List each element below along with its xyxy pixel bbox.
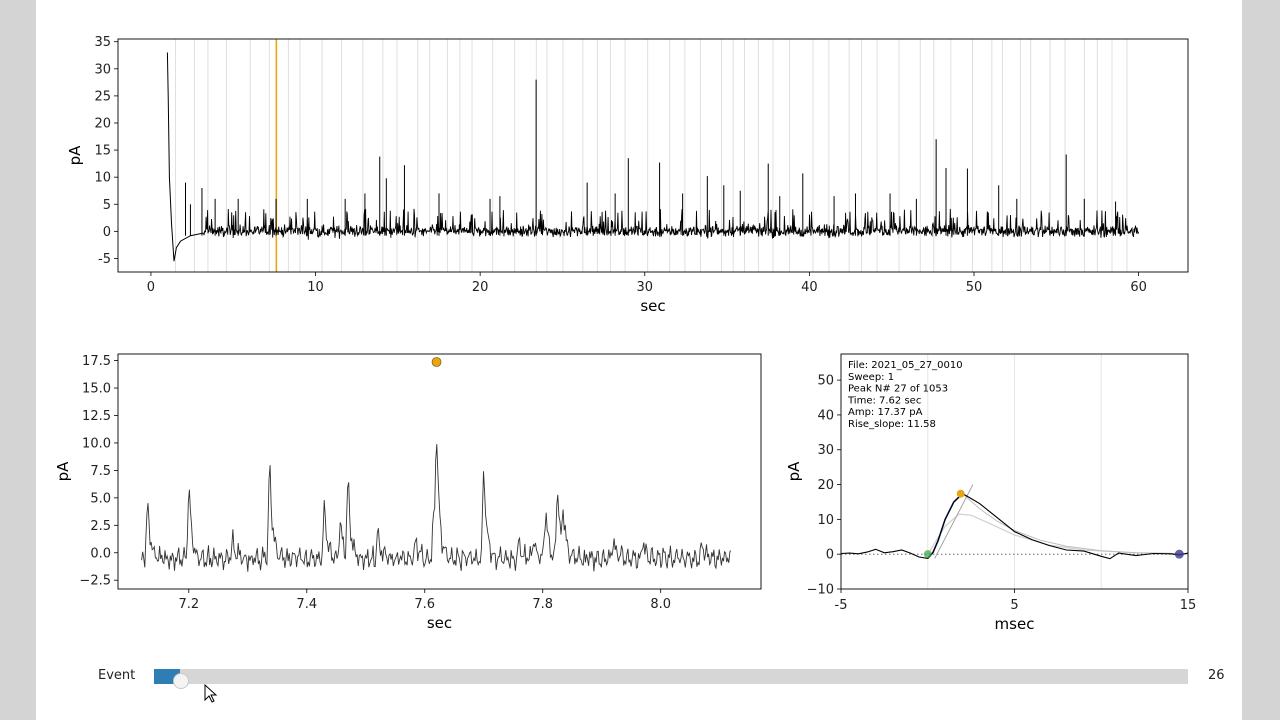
overview-y-tick-label: 10 (94, 171, 111, 186)
overview-y-tick-label: -5 (98, 252, 111, 267)
event-slider-value: 26 (1208, 668, 1225, 683)
event-x-tick-label: 5 (1010, 598, 1018, 613)
event-slider-label: Event (98, 668, 136, 683)
overview-x-axis-label: sec (640, 297, 665, 315)
zoom-x-axis-label: sec (427, 614, 452, 632)
zoom-x-tick-label: 7.4 (296, 597, 317, 612)
event-slider-track[interactable] (154, 669, 1188, 689)
event-y-axis-label: pA (785, 461, 803, 482)
zoom-x-tick-label: 7.2 (178, 597, 199, 612)
zoom-y-tick-label: 15.0 (82, 382, 111, 397)
event-info-file: File: 2021_05_27_0010 (848, 360, 963, 371)
event-y-tick-label: 0 (826, 548, 834, 563)
event-y-tick-label: 20 (817, 478, 834, 493)
overview-y-tick-label: 15 (94, 144, 111, 159)
event-end-marker (1174, 549, 1184, 559)
zoom-frame (117, 353, 762, 590)
event-frame (840, 353, 1189, 590)
event-info-peak: Peak N# 27 of 1053 (848, 384, 948, 395)
mouse-pointer-icon (204, 684, 218, 703)
overview-y-tick-label: 35 (94, 35, 111, 50)
zoom-trace (141, 444, 732, 572)
event-info-sweep: Sweep: 1 (848, 372, 894, 383)
overview-artifact-trace (166, 52, 204, 262)
overview-y-tick-label: 0 (103, 225, 111, 240)
event-y-tick-label: −10 (807, 583, 834, 598)
overview-axes: 0 10 20 30 40 50 60 -5 0 5 10 15 20 25 30 35 sec pA (66, 35, 1189, 315)
event-y-tick-label: 50 (817, 374, 834, 389)
event-x-tick-label: -5 (835, 598, 848, 613)
event-x-axis-label: msec (995, 615, 1035, 633)
zoom-x-tick-label: 7.6 (414, 597, 435, 612)
overview-x-tick-label: 0 (147, 280, 155, 295)
zoom-y-axis-label: pA (54, 461, 72, 482)
event-y-tick-label: 40 (817, 408, 834, 423)
zoom-selected-peak-marker (431, 357, 442, 367)
zoom-y-tick-label: 12.5 (82, 409, 111, 424)
zoom-y-tick-label: 0.0 (90, 546, 111, 561)
zoom-x-tick-label: 7.8 (532, 597, 553, 612)
zoom-y-tick-label: 2.5 (90, 519, 111, 534)
overview-y-tick-label: 5 (103, 198, 111, 213)
overview-x-tick-label: 50 (966, 280, 983, 295)
zoom-x-tick-label: 8.0 (650, 597, 671, 612)
zoom-y-tick-label: −2.5 (79, 574, 111, 589)
event-info-rise: Rise_slope: 11.58 (848, 419, 936, 430)
event-x-tick-label: 15 (1180, 598, 1197, 613)
overview-x-tick-label: 10 (307, 280, 324, 295)
overview-x-tick-label: 20 (472, 280, 489, 295)
event-y-tick-label: 10 (817, 513, 834, 528)
event-slider-row: Event 26 (36, 660, 1242, 703)
zoom-y-tick-label: 10.0 (82, 436, 111, 451)
overview-y-tick-label: 20 (94, 116, 111, 131)
event-y-tick-label: 30 (817, 443, 834, 458)
overview-y-axis-label: pA (66, 145, 84, 166)
event-decay-curve (962, 493, 1188, 555)
overview-frame (117, 38, 1189, 273)
zoom-y-tick-label: 5.0 (90, 491, 111, 506)
overview-y-tick-label: 25 (94, 89, 111, 104)
figure-canvas: 0 10 20 30 40 50 60 -5 0 5 10 15 20 25 30 35 sec pA 7.2 7.4… (36, 0, 1242, 720)
event-info-amp: Amp: 17.37 pA (848, 407, 923, 418)
overview-x-tick-label: 30 (636, 280, 653, 295)
zoom-y-tick-label: 17.5 (82, 354, 111, 369)
event-rise-slope-line (934, 484, 974, 559)
event-plot-area (841, 354, 1188, 589)
event-onset-marker (923, 550, 932, 559)
overview-y-tick-label: 30 (94, 62, 111, 77)
overview-plot-area (166, 39, 1139, 272)
event-peak-marker (956, 489, 965, 498)
zoom-y-tick-label: 7.5 (90, 464, 111, 479)
overview-x-tick-label: 60 (1130, 280, 1147, 295)
event-trace (841, 492, 1188, 560)
overview-x-tick-label: 40 (801, 280, 818, 295)
overview-noise-trace (203, 208, 1139, 240)
zoom-axes: 7.2 7.4 7.6 7.8 8.0 −2.5 0.0 2.5 5.0 7.5 10.0 12.5 1… (54, 353, 762, 632)
zoom-plot-area (141, 357, 732, 572)
event-slider-handle[interactable] (172, 673, 189, 689)
event-info-time: Time: 7.62 sec (847, 395, 921, 406)
event-axes: -5 5 15 −10 0 10 20 30 40 50 msec pA File: 2021_05_2… (785, 353, 1197, 633)
